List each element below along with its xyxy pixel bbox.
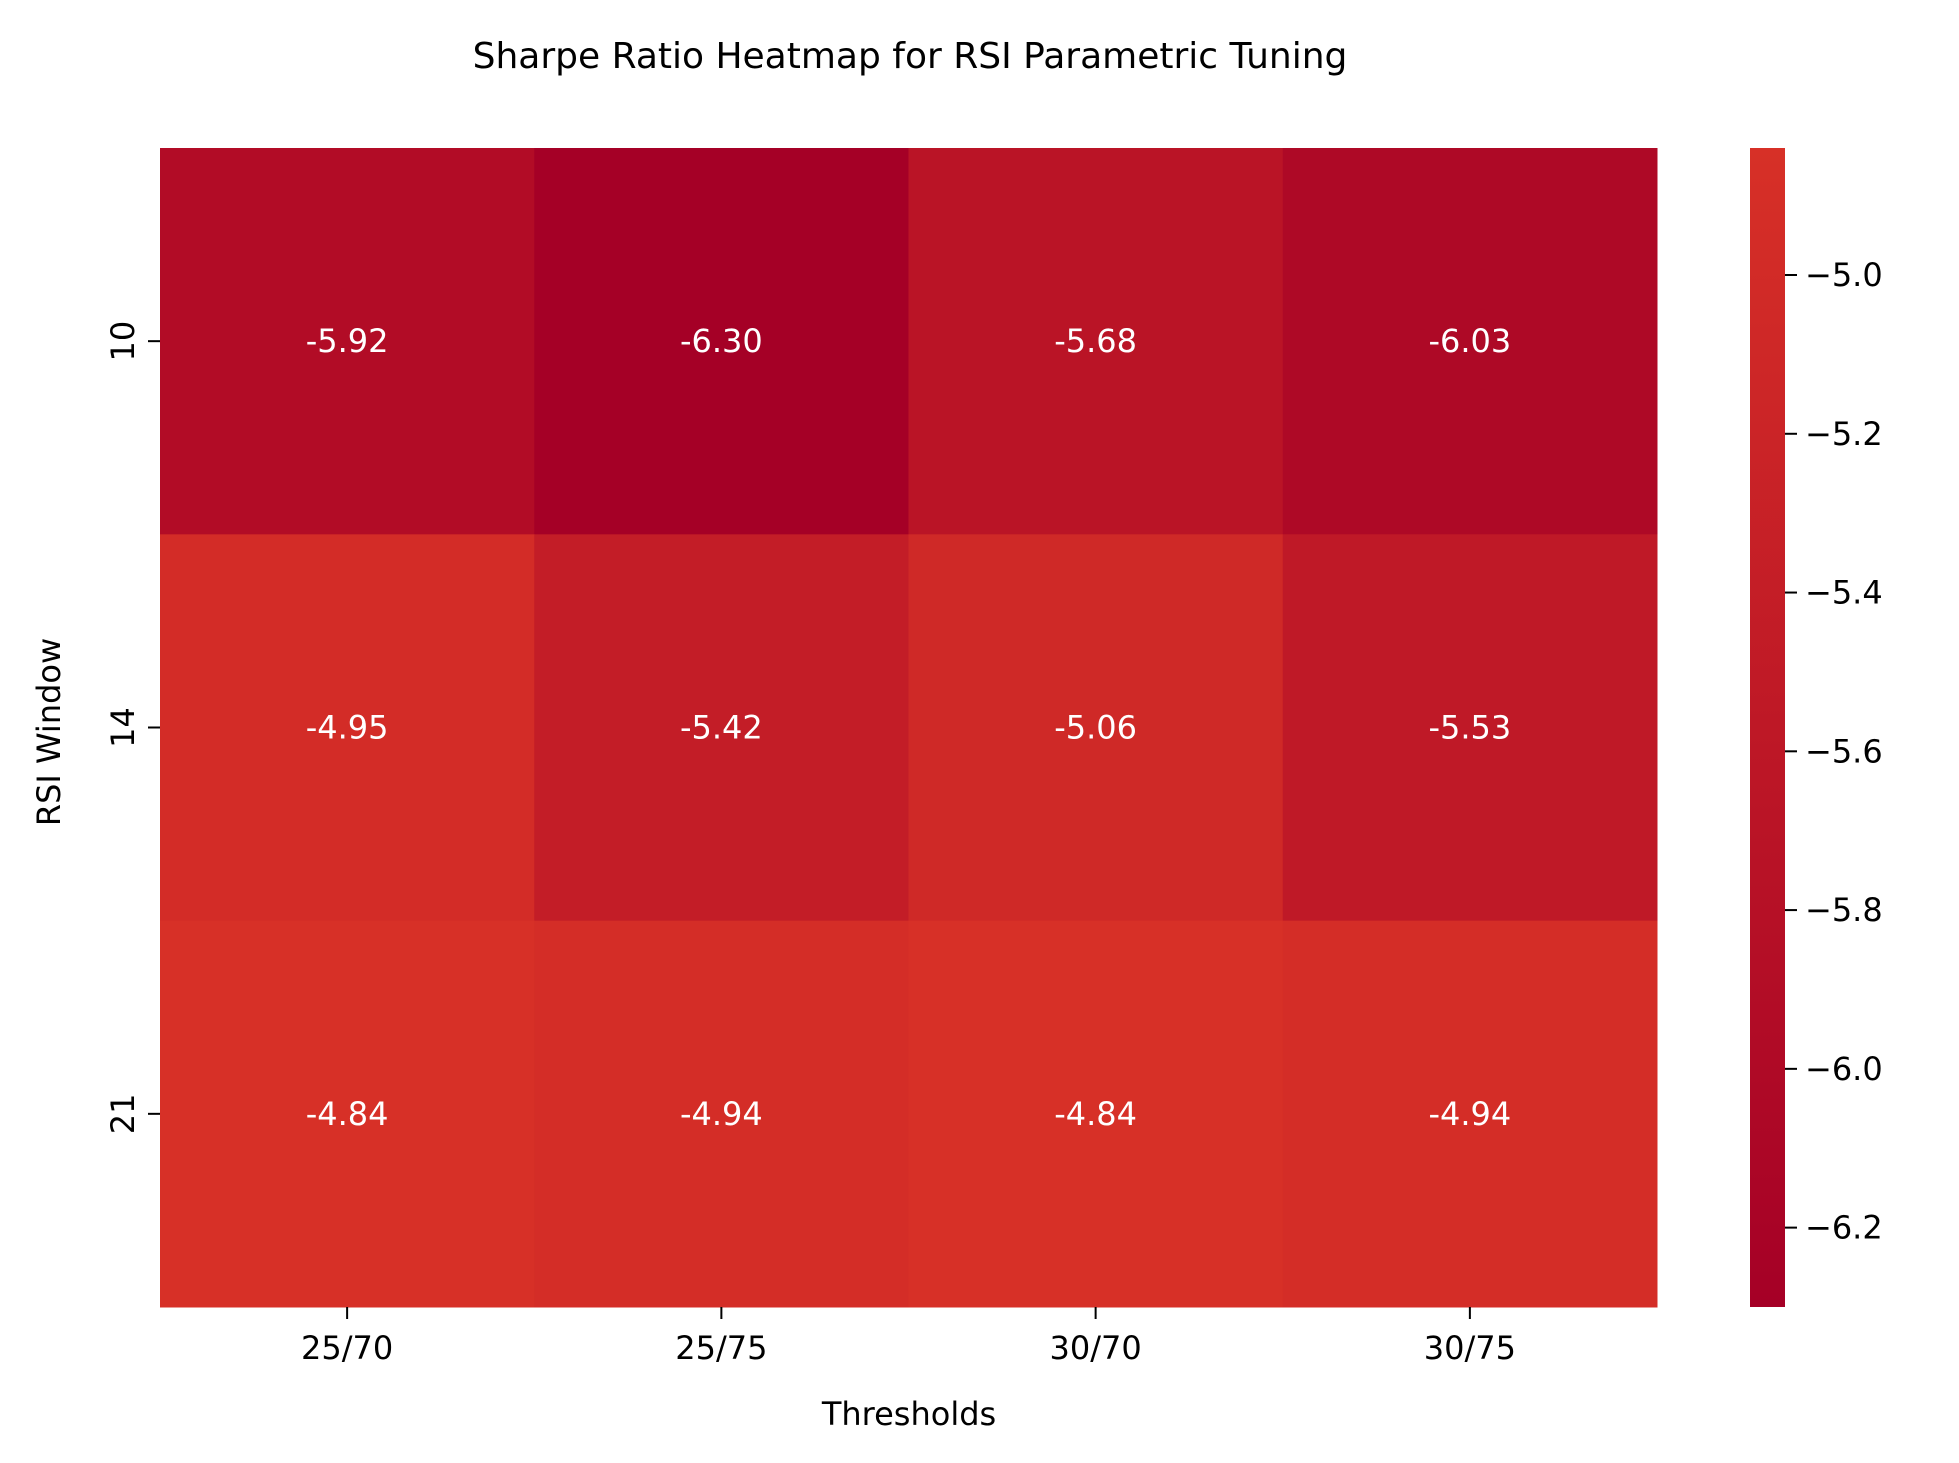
x-tick-label: 30/75: [1424, 1329, 1516, 1367]
colorbar-tick-label: −6.0: [1805, 1050, 1883, 1088]
cell-value-label: -5.92: [306, 322, 389, 360]
x-tick-label: 30/70: [1050, 1329, 1142, 1367]
heatmap-cell: [908, 534, 1284, 922]
heatmap-cell: [160, 920, 535, 1308]
cell-value-label: -5.42: [680, 709, 763, 747]
heatmap-cell: [534, 534, 909, 922]
heatmap-cell: [534, 920, 909, 1308]
colorbar-tick-label: −5.0: [1805, 256, 1883, 294]
heatmap-cell: [908, 920, 1284, 1308]
x-axis-label: Thresholds: [821, 1395, 996, 1433]
heatmap-cell: [1282, 534, 1658, 922]
x-tick-label: 25/75: [675, 1329, 767, 1367]
colorbar-tick-label: −6.2: [1805, 1209, 1883, 1247]
heatmap-cell: [534, 148, 909, 535]
y-tick-label: 10: [104, 321, 142, 362]
cell-value-label: -4.94: [1428, 1095, 1511, 1133]
heatmap-cell: [160, 534, 535, 922]
cell-value-label: -6.03: [1428, 322, 1511, 360]
cell-value-label: -5.68: [1054, 322, 1137, 360]
heatmap-cell: [160, 148, 535, 535]
colorbar-tick-label: −5.8: [1805, 891, 1883, 929]
cell-value-label: -4.84: [1054, 1095, 1137, 1133]
cell-value-label: -5.06: [1054, 709, 1137, 747]
x-tick-label: 25/70: [301, 1329, 393, 1367]
y-tick-label: 14: [104, 707, 142, 748]
cell-value-label: -6.30: [680, 322, 763, 360]
colorbar-tick-label: −5.6: [1805, 732, 1883, 770]
heatmap-cell: [1282, 920, 1658, 1308]
heatmap-cell: [908, 148, 1284, 535]
y-tick-label: 21: [104, 1093, 142, 1134]
chart-title: Sharpe Ratio Heatmap for RSI Parametric …: [473, 36, 1348, 77]
heatmap-cells: [160, 148, 1658, 1308]
cell-value-label: -4.94: [680, 1095, 763, 1133]
colorbar-tick-label: −5.4: [1805, 574, 1883, 612]
cell-value-label: -4.84: [306, 1095, 389, 1133]
colorbar-tick-label: −5.2: [1805, 415, 1883, 453]
cell-annotations: -5.92 -6.30 -5.68 -6.03 -4.95 -5.42 -5.06 -5.53…: [306, 322, 1512, 1133]
x-axis: 25/70 25/75 30/70 30/75: [301, 1307, 1516, 1367]
y-axis-label: RSI Window: [30, 638, 68, 826]
heatmap-cell: [1282, 148, 1658, 535]
colorbar: −5.0 −5.2 −5.4 −5.6 −5.8 −6.0 −6.2: [1750, 148, 1883, 1307]
cell-value-label: -5.53: [1428, 709, 1511, 747]
y-axis: 10 14 21: [104, 321, 160, 1134]
colorbar-gradient: [1750, 148, 1785, 1307]
cell-value-label: -4.95: [306, 709, 389, 747]
